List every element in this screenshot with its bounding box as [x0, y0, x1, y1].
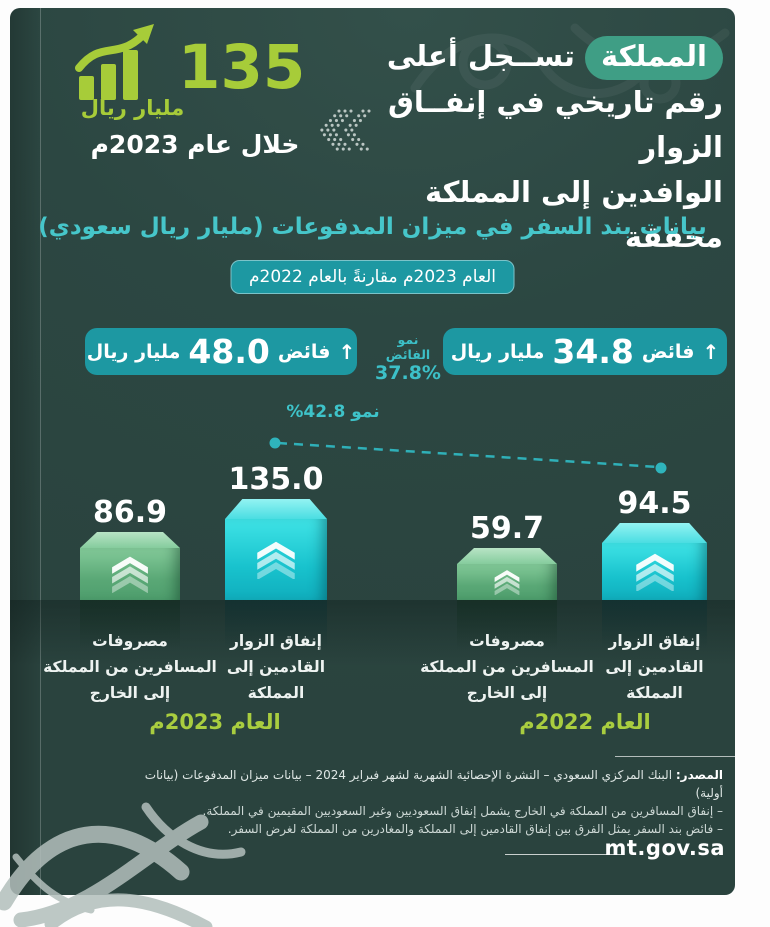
note-line-2: – فائض بند السفر يمثل الفرق بين إنفاق ال… — [227, 822, 723, 836]
surplus-growth: نمو الفائض 37.8% — [374, 332, 442, 384]
headline: المملكة تســجل أعلى رقم تاريخي في إنفــا… — [371, 34, 723, 260]
surplus-unit: مليار ريال — [450, 340, 545, 363]
bar-front-face — [602, 543, 707, 600]
infographic-card: 135 مليار ريال خلال عام 2023م المملكة تس… — [10, 8, 735, 895]
bar-value: 59.7 — [469, 510, 545, 546]
headline-line1-rest: تســجل أعلى — [386, 39, 575, 73]
arrow-up-icon: ↑ — [702, 339, 720, 364]
chevrons-up-icon — [635, 553, 674, 592]
surplus-value: 34.8 — [552, 332, 634, 371]
chevrons-up-icon — [257, 541, 295, 580]
website-wordmark: mt.gov.sa — [604, 836, 725, 860]
bar-top-face — [80, 532, 180, 548]
surplus-badge-2022: ↑ فائض 34.8 مليار ريال — [443, 328, 727, 375]
bar-2023-outbound: 86.9 مصروفات المسافرين من المملكة — [43, 494, 217, 702]
arrow-up-icon: ↑ — [338, 339, 356, 364]
left-edge-band — [10, 8, 40, 895]
chevrons-up-icon — [112, 556, 148, 593]
bar-front-face — [457, 564, 557, 600]
bar-chart-growth-icon — [75, 24, 154, 100]
headline-line-3: الوافدين إلى المملكة محققة — [424, 175, 723, 254]
bar-front-face — [80, 548, 180, 600]
bar-label: إنفاق الزوار القادمين إلى المملكة — [605, 632, 704, 702]
bar-top-face — [457, 548, 557, 564]
surplus-prefix: فائض — [277, 340, 331, 363]
bar-reflection — [602, 600, 707, 658]
calligraphy-swirl-decoration — [0, 802, 246, 927]
growth-trend-line — [269, 437, 667, 474]
bar-reflection — [225, 600, 327, 658]
growth-annotation: نمو 42.8% — [286, 402, 380, 422]
bar-top-face — [602, 523, 707, 543]
headline-line-1: المملكة تســجل أعلى — [371, 34, 723, 80]
surplus-value: 48.0 — [188, 332, 270, 371]
stat-period: خلال عام 2023م — [90, 130, 300, 159]
bar-box — [602, 523, 707, 600]
surplus-growth-value: 37.8% — [375, 362, 441, 384]
source-notes: المصدر: البنك المركزي السعودي – النشرة ا… — [123, 766, 723, 838]
headline-highlight-pill: المملكة — [584, 36, 723, 80]
bar-box — [457, 548, 557, 600]
bar-value: 94.5 — [617, 485, 692, 521]
source-label: المصدر: — [675, 768, 723, 782]
bar-label: إنفاق الزوار القادمين إلى المملكة — [226, 632, 326, 702]
bar-label: مصروفات المسافرين من المملكة إلى الخارج — [43, 632, 217, 702]
bar-top-face — [225, 499, 327, 519]
bar-2022-inbound: 94.5 إنفاق الزوار القادمين إلى — [602, 485, 707, 702]
bar-box — [225, 499, 327, 600]
headline-line-2: رقم تاريخي في إنفــاق الزوار — [388, 85, 723, 164]
note-line-1: – إنفاق المسافرين من المملكة في الخارج ي… — [202, 804, 723, 818]
chart-floor-shadow — [10, 600, 735, 666]
bar-2023-inbound: 135.0 إنفاق الزوار القادمين إلى — [225, 462, 327, 702]
left-vertical-rule — [40, 8, 41, 895]
bar-box — [80, 532, 180, 600]
website-rule — [505, 854, 623, 855]
surplus-badge-2023: ↑ فائض 48.0 مليار ريال — [85, 328, 357, 375]
dotted-double-chevron-left-icon — [318, 109, 371, 153]
footer-divider — [615, 756, 735, 757]
surplus-unit: مليار ريال — [86, 340, 181, 363]
surplus-growth-label: نمو الفائض — [385, 332, 431, 362]
section-title: بيانات بند السفر في ميزان المدفوعات (ملي… — [38, 214, 707, 240]
bar-2022-outbound: 59.7 مصروفات المسافرين من المملكة — [420, 510, 594, 702]
year-label-2022: العام 2022م — [519, 710, 651, 734]
source-text: البنك المركزي السعودي – النشرة الإحصائية… — [144, 768, 723, 800]
bar-reflection — [80, 600, 180, 658]
surplus-prefix: فائض — [641, 340, 695, 363]
stat-value: 135 — [178, 32, 306, 103]
stat-unit: مليار ريال — [80, 96, 185, 120]
source-line: المصدر: البنك المركزي السعودي – النشرة ا… — [123, 766, 723, 802]
bar-value: 86.9 — [92, 494, 168, 530]
comparison-pill: العام 2023م مقارنةً بالعام 2022م — [230, 260, 515, 294]
year-label-2023: العام 2023م — [149, 710, 281, 734]
bar-label: مصروفات المسافرين من المملكة إلى الخارج — [420, 632, 594, 702]
bar-reflection — [457, 600, 557, 658]
chevrons-up-icon — [494, 570, 520, 595]
bar-front-face — [225, 519, 327, 600]
